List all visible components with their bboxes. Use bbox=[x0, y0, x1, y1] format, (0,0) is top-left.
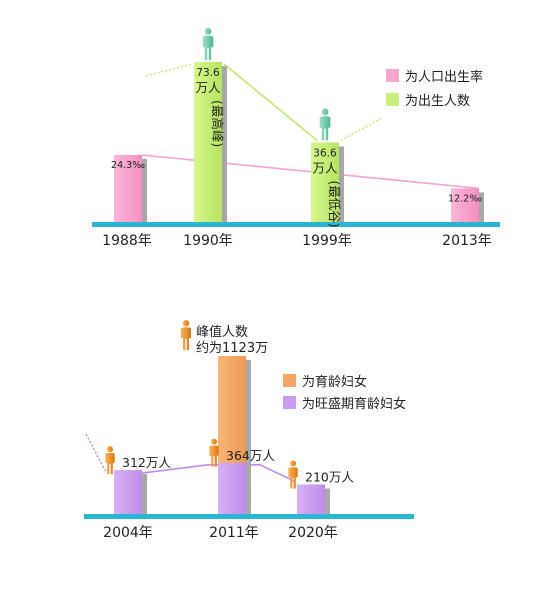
value-label-peak-women-1: 312万人 bbox=[122, 455, 171, 470]
value-label-births-2-unit: 万人 bbox=[312, 160, 338, 175]
bar-births-1-side bbox=[222, 66, 227, 222]
bar-birth-rate-1 bbox=[114, 155, 147, 222]
person-icon-women-1-body bbox=[105, 452, 115, 475]
legend-label-women: 为育龄妇女 bbox=[302, 374, 367, 390]
person-icon-women-3-body bbox=[288, 467, 298, 489]
person-icon-women-3 bbox=[288, 460, 298, 489]
women-trend-lead-in bbox=[85, 433, 107, 473]
bottom-baseline bbox=[84, 514, 414, 519]
value-label-births-2-number: 36.6 bbox=[313, 147, 337, 159]
bar-peak-women-1-side bbox=[142, 474, 147, 514]
person-icon-peak-annotation bbox=[181, 320, 191, 350]
bar-peak-women-1 bbox=[114, 470, 147, 514]
top-category-labels: 1988年 1990年 1999年 2013年 bbox=[102, 233, 492, 249]
bottom-figures bbox=[105, 320, 298, 489]
legend-label-peak-women: 为旺盛期育龄妇女 bbox=[302, 396, 406, 412]
person-icon-births-1-body bbox=[202, 35, 214, 60]
bar-births-2-side bbox=[339, 146, 344, 222]
legend-swatch-birth-rate bbox=[386, 69, 399, 82]
value-label-births-1-number: 73.6 bbox=[196, 67, 220, 79]
legend-label-births: 为出生人数 bbox=[405, 94, 470, 109]
bar-birth-rate-2-side bbox=[479, 192, 484, 222]
top-legend: 为人口出生率 为出生人数 bbox=[386, 69, 483, 109]
person-icon-births-1 bbox=[202, 28, 214, 60]
value-label-births-1-note: (最高峰) bbox=[210, 100, 225, 147]
birth-rate-trend-line bbox=[141, 154, 480, 190]
legend-swatch-women bbox=[283, 374, 296, 387]
bar-birth-rate-1-side bbox=[142, 159, 147, 222]
legend-label-birth-rate: 为人口出生率 bbox=[405, 69, 483, 85]
bottom-category-labels: 2004年 2011年 2020年 bbox=[103, 525, 338, 541]
births-trend-line bbox=[223, 63, 318, 142]
bar-peak-women-2-face bbox=[218, 462, 246, 514]
person-icon-women-1 bbox=[105, 446, 115, 475]
women-chart: 312万人 364万人 210万人 2004年 2011年 2020年 峰值人数 约为1… bbox=[84, 320, 414, 541]
peak-annotation-line1: 峰值人数 bbox=[196, 324, 248, 340]
bar-birth-rate-2-face bbox=[451, 188, 479, 222]
bar-peak-women-3-face bbox=[297, 484, 325, 514]
bar-women-total-2-side bbox=[246, 360, 251, 514]
category-label-top-3: 1999年 bbox=[302, 233, 352, 249]
category-label-top-1: 1988年 bbox=[102, 233, 152, 249]
births-trend-lead-in bbox=[145, 63, 193, 77]
legend-swatch-births bbox=[386, 93, 399, 106]
value-label-births-2-note: (最低谷) bbox=[327, 180, 342, 227]
person-icon-peak-annotation-body bbox=[181, 327, 191, 350]
person-icon-births-2-head bbox=[321, 108, 329, 116]
birth-chart: 24.3‰12.2‰73.6万人(最高峰)36.6万人(最低谷) 1988年 19… bbox=[92, 28, 500, 249]
value-label-birth-rate-1: 24.3‰ bbox=[111, 160, 145, 171]
person-icon-peak-annotation-head bbox=[182, 320, 190, 327]
births-trend-lead-out bbox=[340, 117, 383, 142]
bottom-legend: 为育龄妇女 为旺盛期育龄妇女 bbox=[283, 374, 406, 412]
bar-peak-women-3-side bbox=[325, 488, 330, 514]
category-label-bottom-2: 2011年 bbox=[209, 525, 259, 541]
bottom-bars bbox=[114, 356, 330, 514]
bar-births-1 bbox=[194, 62, 227, 222]
bar-births-2-face bbox=[311, 142, 339, 222]
person-icon-women-3-head bbox=[290, 460, 296, 467]
person-icon-women-2-head bbox=[211, 438, 217, 445]
top-value-labels: 24.3‰12.2‰73.6万人(最高峰)36.6万人(最低谷) bbox=[111, 67, 482, 228]
value-label-peak-women-3: 210万人 bbox=[305, 469, 354, 484]
person-icon-births-1-head bbox=[204, 28, 212, 35]
top-bars bbox=[114, 62, 484, 222]
top-figures bbox=[202, 28, 331, 141]
bar-peak-women-3 bbox=[297, 484, 330, 514]
category-label-top-2: 1990年 bbox=[183, 233, 233, 249]
person-icon-births-2 bbox=[319, 108, 331, 141]
bar-birth-rate-1-face bbox=[114, 155, 142, 222]
bar-births-2 bbox=[311, 142, 344, 222]
value-label-peak-women-2: 364万人 bbox=[226, 448, 275, 463]
bar-peak-women-1-face bbox=[114, 470, 142, 514]
category-label-bottom-3: 2020年 bbox=[288, 525, 338, 541]
value-label-birth-rate-2: 12.2‰ bbox=[448, 193, 482, 204]
category-label-bottom-1: 2004年 bbox=[103, 525, 153, 541]
legend-swatch-peak-women bbox=[283, 396, 296, 409]
person-icon-births-2-body bbox=[319, 116, 331, 141]
bar-birth-rate-2 bbox=[451, 188, 484, 222]
value-label-births-1-unit: 万人 bbox=[195, 80, 221, 95]
person-icon-women-2-body bbox=[209, 445, 219, 467]
person-icon-women-1-head bbox=[107, 446, 113, 453]
top-baseline bbox=[92, 222, 500, 227]
bottom-value-labels: 312万人 364万人 210万人 bbox=[122, 448, 354, 485]
bar-births-1-face bbox=[194, 62, 222, 222]
peak-annotation-line2: 约为1123万 bbox=[196, 341, 268, 356]
bar-peak-women-2-side bbox=[246, 466, 251, 514]
person-icon-women-2 bbox=[209, 438, 219, 467]
category-label-top-4: 2013年 bbox=[442, 233, 492, 249]
bar-peak-women-2 bbox=[218, 462, 251, 514]
